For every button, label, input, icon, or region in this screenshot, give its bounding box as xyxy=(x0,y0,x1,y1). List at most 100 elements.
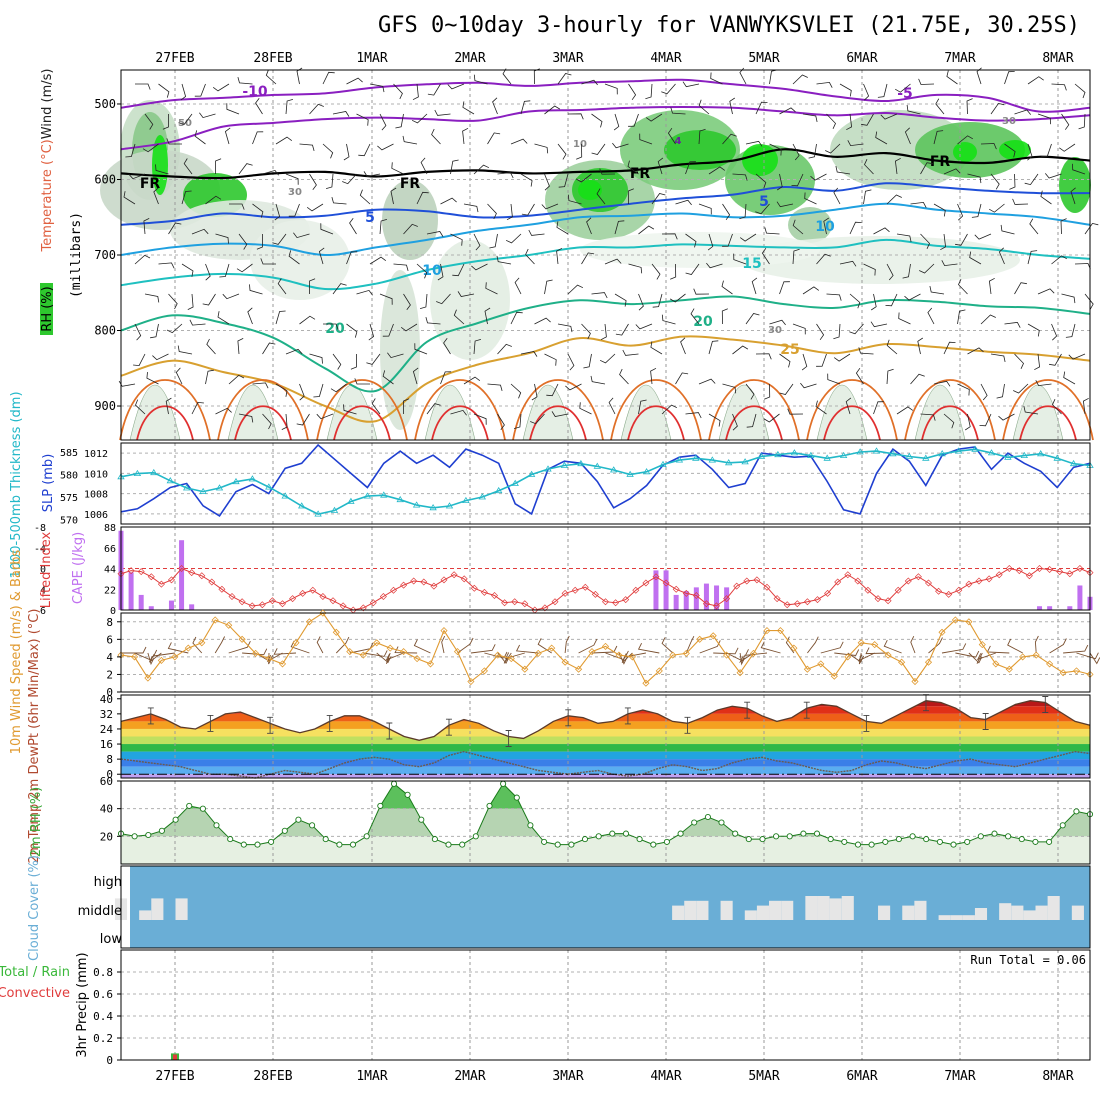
upper-air-frame xyxy=(120,69,1091,441)
upper-wind-barb-30-5 xyxy=(849,221,862,235)
contour-label-15: 30 xyxy=(288,187,302,198)
rh-low-ridge-7 xyxy=(816,385,868,441)
li-marker-43 xyxy=(551,598,559,606)
upper-wind-barb-36-7 xyxy=(988,277,995,295)
cloud-frame xyxy=(120,865,1091,949)
rh2m-marker-19 xyxy=(377,802,384,809)
upper-wind-barb-6-3 xyxy=(285,173,299,185)
rh2m-marker-25 xyxy=(459,841,466,848)
upper-wind-barb-37-2 xyxy=(1004,143,1016,158)
upper-wind-barb-14-4 xyxy=(463,203,479,213)
upper-wind-barb-15-4 xyxy=(487,203,497,220)
thickness-marker-6 xyxy=(215,484,224,491)
rh-low-ridge-6 xyxy=(718,385,770,441)
upper-wind-barb-14-1 xyxy=(462,101,475,115)
wind-marker-17 xyxy=(346,648,354,656)
upper-wind-barb-39-5 xyxy=(1060,218,1067,235)
li-marker-67 xyxy=(793,600,801,608)
upper-wind-barb-33-3 xyxy=(920,162,933,175)
upper-wind-barb-22-8 xyxy=(635,323,653,330)
li-marker-24 xyxy=(359,604,367,612)
upper-wind-barb-10-3 xyxy=(363,171,381,177)
rh2m-marker-4 xyxy=(172,816,179,823)
upper-wind-barb-20-11 xyxy=(608,397,616,415)
upper-wind-barb-2-10 xyxy=(175,367,183,385)
contour-label-5: FR xyxy=(930,154,951,170)
isotherm-35-hump-0 xyxy=(136,405,194,441)
upper-wind-barb-8-11 xyxy=(316,413,334,420)
upper-wind-barb-17-8 xyxy=(534,317,551,325)
li-marker-4 xyxy=(157,580,165,588)
rh2m-marker-37 xyxy=(622,830,630,837)
cloud-cell-66 xyxy=(914,900,927,920)
upper-wind-barb-23-7 xyxy=(669,293,686,303)
thickness-marker-15 xyxy=(363,492,372,499)
upper-wind-barb-14-2 xyxy=(462,127,469,145)
li-marker-29 xyxy=(410,577,418,585)
upper-wind-barb-28-10 xyxy=(779,383,794,395)
surface-barb-69 xyxy=(1049,638,1067,654)
li-marker-65 xyxy=(773,595,781,603)
thickness-marker-36 xyxy=(708,456,717,463)
cloud-cell-77 xyxy=(1047,896,1060,920)
bottom-date-label-4: 3MAR xyxy=(552,1069,583,1084)
wind-marker-50 xyxy=(790,644,798,652)
rh2m-marker-50 xyxy=(800,830,807,837)
slp-thickness-frame xyxy=(120,442,1091,525)
li-marker-83 xyxy=(955,586,963,594)
temp-minmax-10 xyxy=(267,716,274,734)
upper-wind-barb-14-7 xyxy=(457,291,475,297)
upper-wind-barb-28-8 xyxy=(792,323,806,335)
cloud-level-low: low xyxy=(100,932,123,947)
surface-barb-53 xyxy=(834,649,860,656)
upper-wind-barb-36-3 xyxy=(990,173,1000,190)
cape-bar-59 xyxy=(714,585,720,610)
surface-barb-34 xyxy=(578,638,598,654)
upper-wind-barb-32-1 xyxy=(880,113,898,120)
rh-axis-label: RH (%) xyxy=(40,286,55,331)
precip-conv-bar-0 xyxy=(173,1054,177,1060)
li-marker-51 xyxy=(632,586,640,594)
upper-wind-barb-25-6 xyxy=(706,262,723,269)
upper-wind-barb-27-11 xyxy=(763,413,780,423)
contour-label-18: 4 xyxy=(675,136,682,147)
upper-wind-barb-5-2 xyxy=(252,131,264,145)
wind-marker-26 xyxy=(467,677,475,686)
upper-wind-barb-0-11 xyxy=(135,399,146,415)
upper-wind-barb-8-5 xyxy=(320,223,334,235)
thickness-marker-14 xyxy=(347,497,355,504)
surface-barb-63 xyxy=(968,652,983,664)
upper-wind-barb-20-7 xyxy=(614,293,627,307)
surface-barb-39 xyxy=(624,650,646,658)
surface-barb-29 xyxy=(503,652,512,664)
cloud-axis-label: Cloud Cover (%) xyxy=(27,855,42,961)
upper-wind-barb-9-6 xyxy=(346,251,358,265)
cape-bar-55 xyxy=(673,594,679,610)
rh2m-tick-label-2: 60 xyxy=(100,775,113,788)
li-marker-81 xyxy=(935,587,943,595)
upper-wind-barb-11-11 xyxy=(403,398,410,414)
upper-wind-barb-31-1 xyxy=(861,113,874,126)
wind-marker-44 xyxy=(709,632,717,640)
upper-wind-barb-8-0 xyxy=(322,71,335,85)
upper-wind-barb-1-2 xyxy=(142,143,159,153)
upper-wind-barb-25-5 xyxy=(722,233,733,247)
upper-wind-barb-39-8 xyxy=(1051,323,1058,341)
upper-wind-barb-4-5 xyxy=(238,233,248,250)
upper-wind-barb-27-1 xyxy=(779,107,796,115)
thickness-marker-41 xyxy=(790,449,799,456)
upper-wind-barb-21-7 xyxy=(638,293,644,311)
upper-wind-barb-4-1 xyxy=(226,103,240,115)
upper-wind-barb-39-11 xyxy=(1052,399,1062,415)
li-marker-77 xyxy=(894,586,902,594)
upper-wind-barb-32-2 xyxy=(875,131,888,145)
li-marker-54 xyxy=(662,579,670,587)
upper-wind-barb-23-2 xyxy=(667,127,676,145)
rh2m-marker-1 xyxy=(131,833,138,840)
cloud-cell-76 xyxy=(1035,905,1048,920)
temp-minmax-6 xyxy=(207,714,214,732)
wind-marker-71 xyxy=(1072,667,1081,675)
upper-wind-barb-22-10 xyxy=(650,367,657,385)
upper-wind-barb-1-0 xyxy=(158,83,170,98)
li-marker-8 xyxy=(198,572,206,580)
